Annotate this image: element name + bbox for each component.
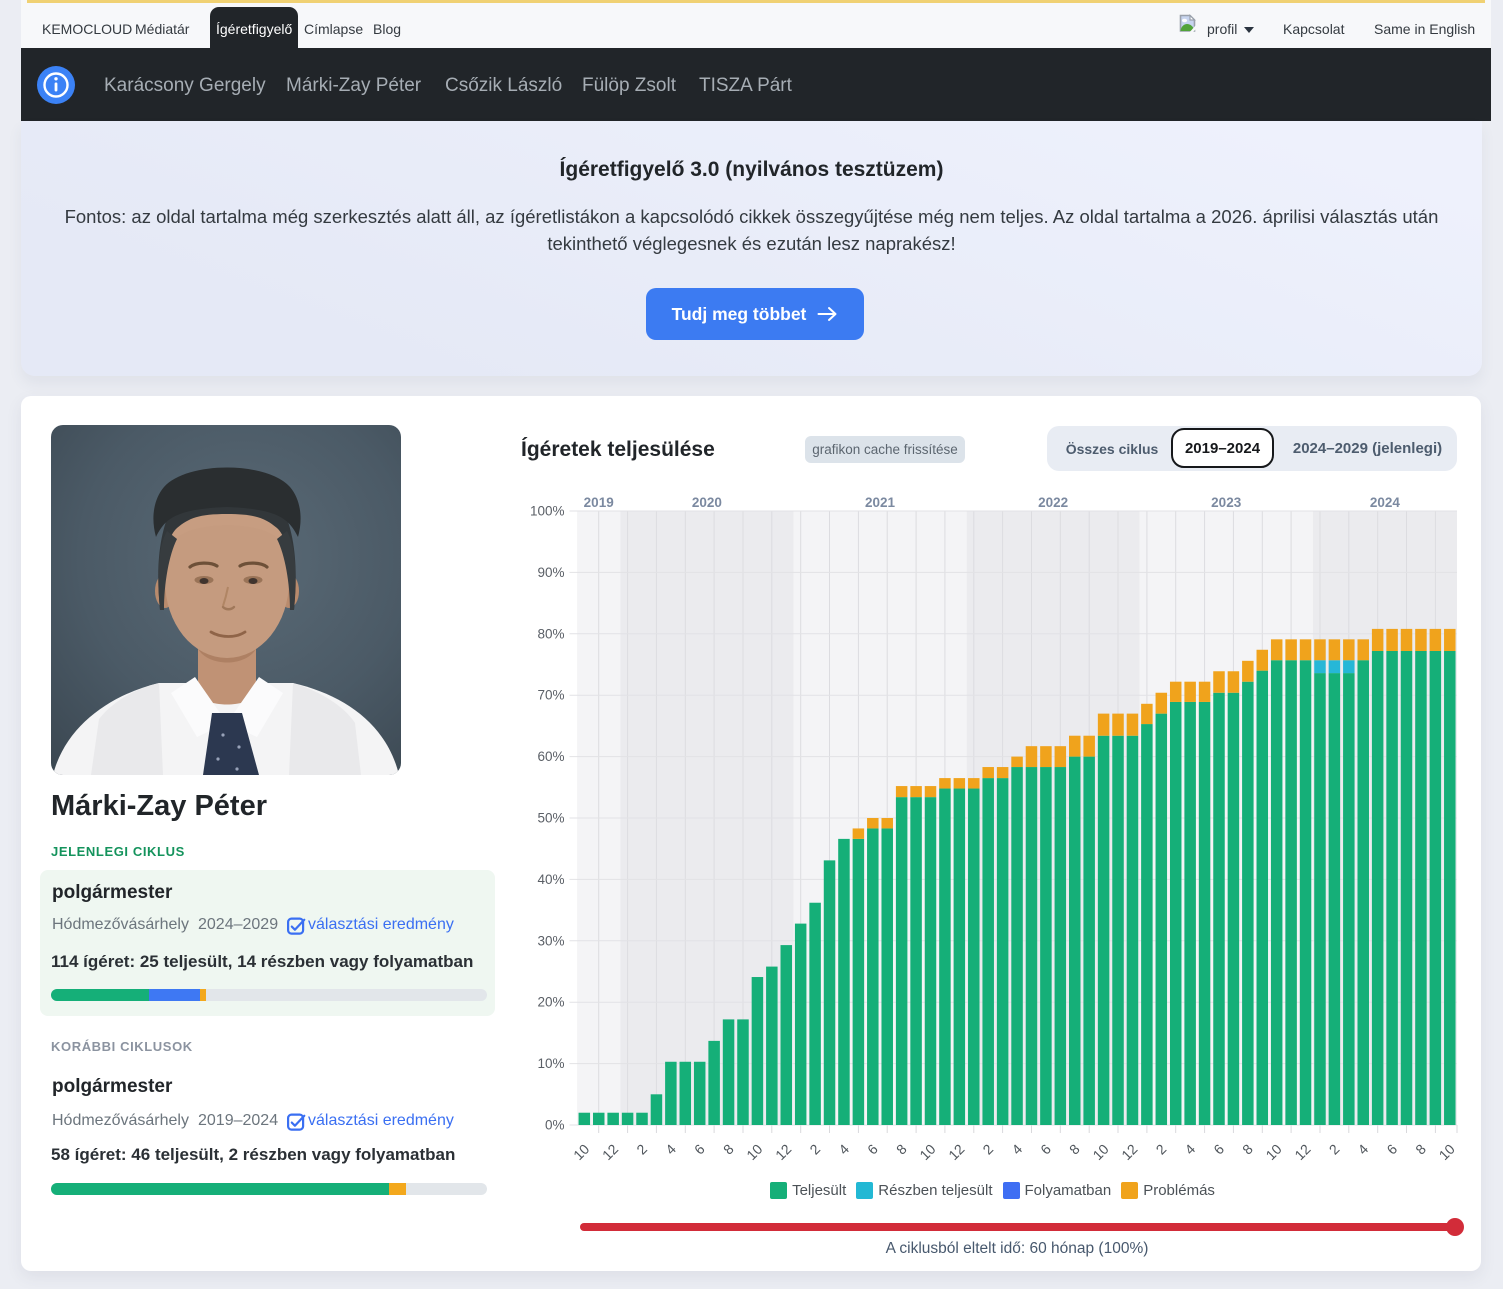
svg-text:70%: 70% bbox=[537, 688, 564, 703]
svg-text:8: 8 bbox=[1066, 1141, 1083, 1158]
svg-text:100%: 100% bbox=[530, 504, 565, 519]
svg-text:2: 2 bbox=[806, 1141, 823, 1158]
svg-text:2: 2 bbox=[1326, 1141, 1343, 1158]
svg-text:10: 10 bbox=[743, 1141, 765, 1163]
svg-text:10: 10 bbox=[1089, 1141, 1111, 1163]
svg-text:6: 6 bbox=[864, 1141, 881, 1158]
svg-text:4: 4 bbox=[1181, 1141, 1198, 1158]
svg-text:8: 8 bbox=[893, 1141, 910, 1158]
svg-text:2024: 2024 bbox=[1370, 495, 1401, 510]
svg-text:6: 6 bbox=[691, 1141, 708, 1158]
svg-text:4: 4 bbox=[835, 1141, 852, 1158]
svg-text:2023: 2023 bbox=[1211, 495, 1242, 510]
svg-text:12: 12 bbox=[599, 1141, 621, 1163]
svg-text:6: 6 bbox=[1037, 1141, 1054, 1158]
svg-text:2: 2 bbox=[633, 1141, 650, 1158]
svg-text:80%: 80% bbox=[537, 626, 564, 641]
svg-text:60%: 60% bbox=[537, 749, 564, 764]
svg-text:8: 8 bbox=[720, 1141, 737, 1158]
svg-text:4: 4 bbox=[662, 1141, 679, 1158]
svg-text:30%: 30% bbox=[537, 933, 564, 948]
svg-text:12: 12 bbox=[945, 1141, 967, 1163]
svg-text:20%: 20% bbox=[537, 995, 564, 1010]
svg-text:4: 4 bbox=[1008, 1141, 1025, 1158]
svg-text:10%: 10% bbox=[537, 1056, 564, 1071]
svg-text:10: 10 bbox=[1262, 1141, 1284, 1163]
svg-text:8: 8 bbox=[1239, 1141, 1256, 1158]
svg-text:90%: 90% bbox=[537, 565, 564, 580]
svg-text:6: 6 bbox=[1383, 1141, 1400, 1158]
svg-text:12: 12 bbox=[772, 1141, 794, 1163]
svg-text:8: 8 bbox=[1412, 1141, 1429, 1158]
svg-text:10: 10 bbox=[570, 1141, 592, 1163]
svg-text:50%: 50% bbox=[537, 811, 564, 826]
svg-text:2: 2 bbox=[979, 1141, 996, 1158]
svg-text:4: 4 bbox=[1354, 1141, 1371, 1158]
svg-text:12: 12 bbox=[1118, 1141, 1140, 1163]
svg-text:10: 10 bbox=[1436, 1141, 1458, 1163]
svg-text:2: 2 bbox=[1153, 1141, 1170, 1158]
svg-text:12: 12 bbox=[1291, 1141, 1313, 1163]
svg-text:2020: 2020 bbox=[692, 495, 722, 510]
svg-text:40%: 40% bbox=[537, 872, 564, 887]
svg-text:10: 10 bbox=[916, 1141, 938, 1163]
svg-text:2021: 2021 bbox=[865, 495, 896, 510]
svg-text:2022: 2022 bbox=[1038, 495, 1068, 510]
svg-text:6: 6 bbox=[1210, 1141, 1227, 1158]
svg-text:2019: 2019 bbox=[584, 495, 614, 510]
svg-text:0%: 0% bbox=[545, 1118, 565, 1133]
